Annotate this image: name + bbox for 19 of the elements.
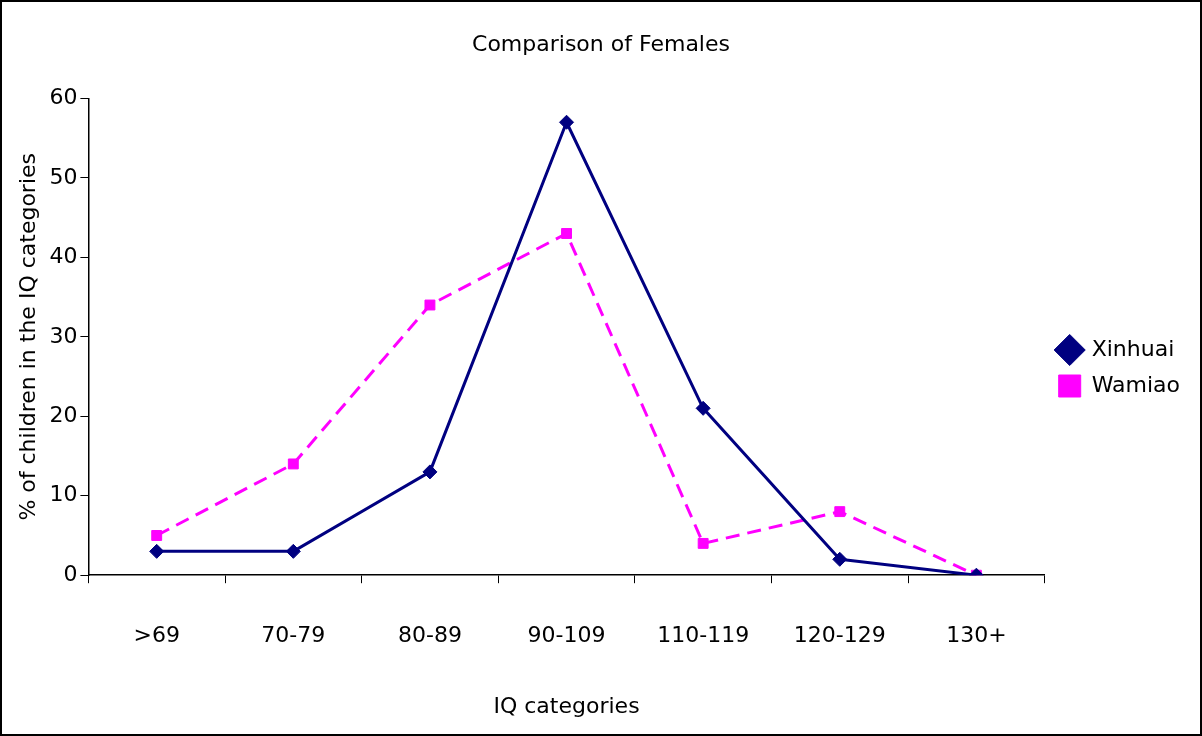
- x-tick-label: >69: [133, 622, 180, 648]
- x-tick-label: 90-109: [527, 622, 606, 648]
- x-tick-label: 70-79: [261, 622, 326, 648]
- y-tick-label: 10: [49, 481, 78, 507]
- legend-label: Xinhuai: [1091, 335, 1175, 361]
- x-tick-label: 80-89: [397, 622, 462, 648]
- y-tick-label: 40: [49, 243, 78, 269]
- x-tick-label: 110-119: [657, 622, 750, 648]
- x-tick-label: 130+: [946, 622, 1007, 648]
- x-axis-title: IQ categories: [493, 692, 640, 718]
- y-tick-label: 20: [49, 401, 78, 427]
- y-tick-label: 30: [49, 322, 78, 348]
- x-tick-label: 120-129: [793, 622, 886, 648]
- y-tick-label: 60: [49, 84, 78, 110]
- legend-label: Wamiao: [1091, 371, 1180, 397]
- y-tick-label: 50: [49, 163, 78, 189]
- y-tick-label: 0: [63, 560, 78, 586]
- chart-title: Comparison of Females: [472, 30, 730, 56]
- y-axis-title: % of children in the IQ categories: [14, 152, 40, 521]
